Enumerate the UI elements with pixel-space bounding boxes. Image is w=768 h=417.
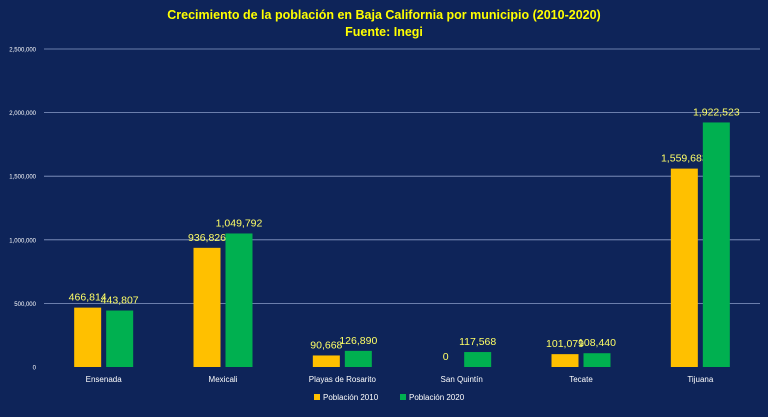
chart-title: Crecimiento de la población en Baja Cali… bbox=[167, 8, 601, 22]
x-tick-label: Tijuana bbox=[687, 375, 713, 384]
bar bbox=[702, 122, 730, 367]
bar bbox=[193, 247, 221, 367]
data-label: 0 bbox=[443, 351, 449, 363]
bar bbox=[551, 354, 579, 367]
chart-subtitle: Fuente: Inegi bbox=[345, 25, 423, 39]
x-tick-label: San Quintín bbox=[441, 375, 483, 384]
bar bbox=[74, 307, 102, 367]
bar bbox=[344, 350, 372, 367]
legend-label: Población 2010 bbox=[323, 393, 379, 402]
x-tick-label: Playas de Rosarito bbox=[309, 375, 377, 384]
y-tick-label: 1,000,000 bbox=[9, 238, 36, 244]
legend-swatch bbox=[314, 394, 320, 400]
data-label: 1,559,683 bbox=[661, 153, 708, 165]
x-tick-label: Tecate bbox=[569, 375, 593, 384]
data-label: 936,826 bbox=[188, 232, 226, 244]
bar bbox=[225, 233, 253, 367]
y-tick-label: 2,000,000 bbox=[9, 111, 36, 117]
data-label: 443,807 bbox=[101, 295, 139, 307]
bar bbox=[583, 353, 611, 367]
data-label: 1,922,523 bbox=[693, 106, 740, 118]
data-label: 126,890 bbox=[339, 335, 377, 347]
bar bbox=[670, 168, 698, 367]
y-tick-label: 2,500,000 bbox=[9, 48, 36, 54]
data-label: 108,440 bbox=[578, 337, 616, 349]
bar bbox=[106, 310, 134, 367]
data-label: 117,568 bbox=[459, 336, 496, 348]
x-tick-label: Mexicali bbox=[209, 375, 238, 384]
data-label: 1,049,792 bbox=[216, 217, 263, 229]
legend-label: Población 2020 bbox=[409, 393, 465, 402]
x-tick-label: Ensenada bbox=[86, 375, 123, 384]
y-tick-label: 1,500,000 bbox=[9, 175, 36, 181]
bar bbox=[312, 355, 340, 367]
bar bbox=[464, 352, 492, 367]
legend-swatch bbox=[400, 394, 406, 400]
data-label: 101,079 bbox=[546, 338, 584, 350]
y-tick-label: 500,000 bbox=[14, 302, 36, 308]
data-label: 90,668 bbox=[310, 339, 342, 351]
data-label: 466,814 bbox=[69, 292, 107, 304]
y-tick-label: 0 bbox=[33, 366, 37, 372]
